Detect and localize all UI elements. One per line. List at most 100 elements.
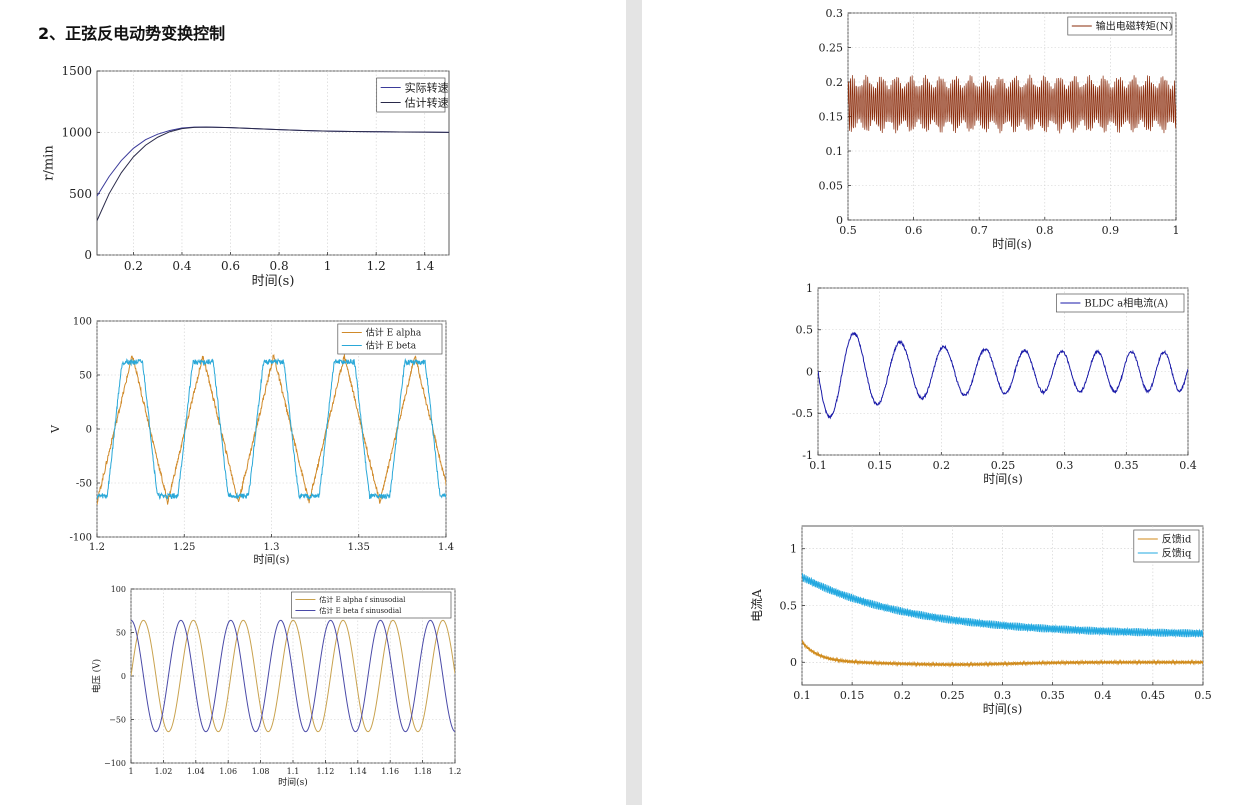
y-tick-label: 0 (836, 214, 843, 227)
x-tick-label: 0.45 (1141, 689, 1166, 702)
x-axis-label: 时间(s) (252, 274, 295, 289)
x-tick-label: 1.35 (348, 542, 370, 553)
x-tick-label: 1 (128, 767, 133, 776)
legend-entry: BLDC a相电流(A) (1084, 297, 1168, 310)
legend-entry: 实际转速 (405, 80, 449, 94)
x-tick-label: 1.18 (414, 767, 432, 776)
y-tick-label: 0 (121, 672, 126, 681)
x-tick-label: 0.35 (1114, 459, 1139, 472)
x-tick-label: 1 (324, 259, 332, 273)
x-tick-label: 0.2 (894, 689, 912, 702)
x-tick-label: 0.1 (793, 689, 811, 702)
x-tick-label: 0.6 (221, 259, 240, 273)
y-tick-label: 0 (790, 656, 797, 669)
x-tick-label: 0.2 (124, 259, 143, 273)
y-tick-label: 1500 (61, 64, 92, 78)
y-axis-label: 电压 (V) (90, 659, 102, 693)
y-tick-label: 50 (116, 628, 126, 637)
y-tick-label: 0.15 (819, 110, 844, 123)
x-tick-label: 0.3 (1056, 459, 1074, 472)
x-tick-label: 1.14 (349, 767, 367, 776)
y-tick-label: 0.2 (826, 76, 844, 89)
x-tick-label: 0.8 (270, 259, 289, 273)
y-tick-label: −100 (104, 759, 126, 768)
series-line (802, 573, 1203, 639)
x-tick-label: 1.1 (287, 767, 300, 776)
y-tick-label: 0.1 (826, 145, 844, 158)
x-tick-label: 0.25 (940, 689, 965, 702)
x-tick-label: 0.3 (994, 689, 1012, 702)
legend-box (376, 77, 446, 113)
x-axis-label: 时间(s) (253, 553, 289, 566)
chart-c1: 0.2 0.4 0.6 0.8 1 1.2 1.4 0 500 1000 1500 时间(s) r/mi… (42, 64, 450, 289)
y-tick-label: 0.3 (826, 7, 844, 20)
section-heading: 2、正弦反电动势变换控制 (38, 24, 226, 43)
y-tick-label: 0.5 (796, 324, 814, 337)
y-tick-label: 50 (79, 371, 92, 382)
x-tick-label: 0.7 (970, 224, 988, 237)
y-tick-label: 0 (806, 365, 813, 378)
y-tick-label: 0.25 (819, 41, 844, 54)
y-tick-label: 1 (790, 543, 797, 556)
x-tick-label: 1 (1173, 224, 1180, 237)
x-tick-label: 0.15 (867, 459, 892, 472)
legend-entry: 估计 E alpha (366, 327, 422, 339)
legend-box (1067, 16, 1173, 36)
x-tick-label: 0.9 (1102, 224, 1120, 237)
legend-box (337, 323, 443, 355)
y-axis-label: 电流A (750, 589, 764, 622)
legend-entry: 估计 E alpha f sinusodial (319, 595, 406, 604)
y-tick-label: 100 (111, 585, 126, 594)
x-tick-label: 0.1 (809, 459, 827, 472)
legend-entry: 反馈iq (1162, 547, 1192, 560)
x-tick-label: 1.12 (316, 767, 334, 776)
legend-entry: 估计 E beta (366, 340, 417, 352)
x-tick-label: 0.25 (991, 459, 1016, 472)
x-tick-label: 0.2 (933, 459, 951, 472)
x-tick-label: 1.02 (154, 767, 172, 776)
x-tick-label: 1.08 (252, 767, 270, 776)
chart-c6: 0.1 0.15 0.2 0.25 0.3 0.35 0.4 0.45 0.5 0 0.5 1 时间(s… (750, 525, 1212, 716)
x-tick-label: 0.6 (905, 224, 923, 237)
series-line (848, 74, 1176, 134)
x-tick-label: 1.25 (173, 542, 195, 553)
x-tick-label: 0.4 (1179, 459, 1197, 472)
y-tick-label: −50 (109, 715, 126, 724)
x-tick-label: 1.4 (438, 542, 454, 553)
x-axis-label: 时间(s) (992, 237, 1032, 251)
x-axis-label: 时间(s) (983, 702, 1023, 716)
x-tick-label: 0.35 (1040, 689, 1065, 702)
series-line (818, 331, 1188, 420)
legend-box (1056, 293, 1185, 313)
x-tick-label: 1.16 (381, 767, 399, 776)
chart-c4: 0.5 0.6 0.7 0.8 0.9 1 0 0.05 0.1 0.15 0.2 0.25 0.3 时间… (819, 7, 1180, 251)
y-axis-label: r/min (42, 145, 57, 181)
x-tick-label: 0.5 (1194, 689, 1212, 702)
y-tick-label: 1000 (61, 126, 92, 140)
x-tick-label: 0.5 (839, 224, 857, 237)
chart-c3: 1 1.02 1.04 1.06 1.08 1.1 1.12 1.14 1.16 1.18 1.2 −… (90, 585, 461, 788)
x-tick-label: 0.4 (172, 259, 191, 273)
y-tick-label: -50 (76, 479, 92, 490)
x-tick-label: 1.4 (415, 259, 434, 273)
series-line (802, 639, 1203, 668)
legend-entry: 反馈id (1162, 533, 1192, 546)
legend-entry: 估计转速 (405, 95, 449, 109)
chart-c2: 1.2 1.25 1.3 1.35 1.4 -100 -50 0 50 100 时间(s) V 估计 E… (49, 317, 454, 567)
y-tick-label: 500 (69, 187, 92, 201)
x-tick-label: 0.4 (1094, 689, 1112, 702)
y-tick-label: 0 (84, 248, 92, 262)
legend-box (291, 591, 452, 619)
y-tick-label: 1 (806, 282, 813, 295)
legend-box (1133, 529, 1200, 563)
x-tick-label: 1.04 (187, 767, 205, 776)
series-line (97, 126, 449, 221)
x-tick-label: 0.15 (840, 689, 865, 702)
series-line (131, 619, 455, 733)
x-tick-label: 1.06 (219, 767, 237, 776)
x-axis-label: 时间(s) (983, 472, 1023, 486)
chart-c5: 0.1 0.15 0.2 0.25 0.3 0.35 0.4 -1 -0.5 0 0.5 1 时间(s)… (792, 282, 1197, 486)
x-tick-label: 0.8 (1036, 224, 1054, 237)
y-tick-label: 0.05 (819, 179, 844, 192)
y-tick-label: 100 (73, 317, 92, 328)
